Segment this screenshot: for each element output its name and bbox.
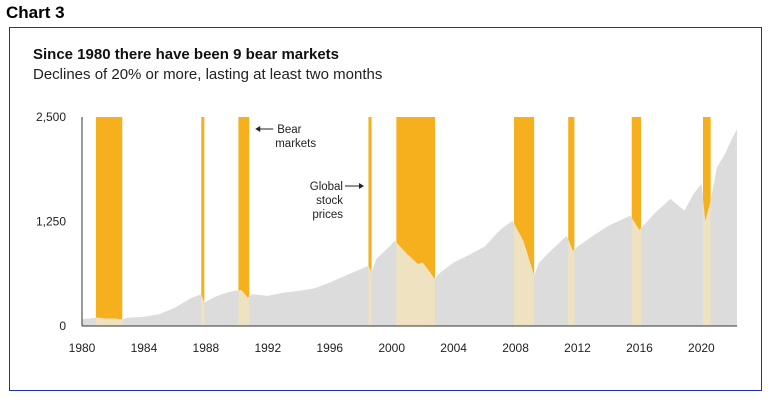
bear-market-band-3 — [238, 117, 250, 326]
chart-heading: Chart 3 — [6, 3, 65, 22]
x-tick-label: 2016 — [626, 341, 653, 355]
x-tick-label: 2020 — [688, 341, 715, 355]
bear-market-band-8 — [631, 117, 641, 326]
x-tick-label: 1984 — [131, 341, 158, 355]
bear-market-band-7 — [568, 117, 575, 326]
chart-title: Since 1980 there have been 9 bear market… — [33, 46, 340, 63]
y-tick-label: 0 — [59, 319, 66, 333]
annotations: Bear markets Global stock prices — [255, 124, 364, 221]
y-tick-label: 2,500 — [36, 110, 66, 124]
bear-overlap-path — [95, 129, 711, 326]
x-tick-label: 2004 — [440, 341, 467, 355]
x-tick-label: 2000 — [378, 341, 405, 355]
x-tick-label: 1992 — [254, 341, 281, 355]
bear-market-band-1 — [95, 117, 123, 326]
tick-labels: 1980 1984 1988 1992 1996 2000 2004 2008 2012 2016… — [36, 110, 715, 355]
chart-subtitle: Declines of 20% or more, lasting at leas… — [33, 66, 383, 83]
x-tick-label: 2008 — [502, 341, 529, 355]
x-tick-label: 1996 — [316, 341, 343, 355]
bear-market-band-4 — [368, 117, 372, 326]
x-tick-label: 1980 — [69, 341, 96, 355]
axes — [81, 117, 737, 327]
global-stock-prices-label: Global stock prices — [310, 181, 343, 221]
bear-markets-label: Bear markets — [275, 124, 316, 150]
bear-markets-arrow-head — [255, 126, 261, 132]
y-tick-label: 1,250 — [36, 215, 66, 229]
x-tick-label: 1988 — [193, 341, 220, 355]
bear-market-band-2 — [201, 117, 205, 326]
global-stock-arrow-head — [359, 183, 364, 189]
bear-overlap-area — [95, 129, 711, 326]
x-tick-label: 2012 — [564, 341, 591, 355]
